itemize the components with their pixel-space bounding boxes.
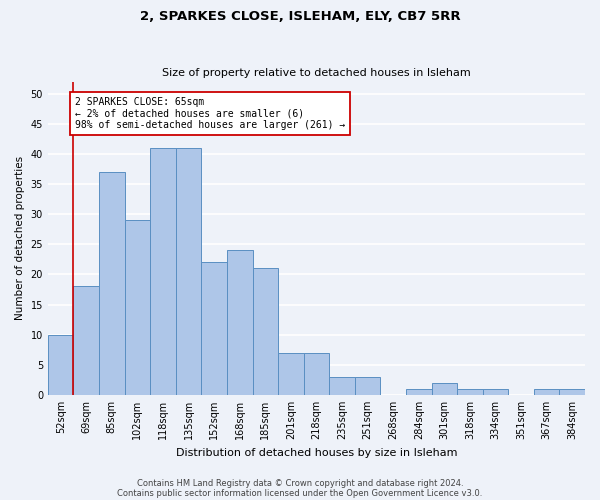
Text: Contains HM Land Registry data © Crown copyright and database right 2024.: Contains HM Land Registry data © Crown c… bbox=[137, 478, 463, 488]
Bar bbox=[406, 389, 431, 395]
Bar bbox=[227, 250, 253, 395]
Bar bbox=[559, 389, 585, 395]
Bar bbox=[176, 148, 202, 395]
Bar bbox=[482, 389, 508, 395]
Text: 2, SPARKES CLOSE, ISLEHAM, ELY, CB7 5RR: 2, SPARKES CLOSE, ISLEHAM, ELY, CB7 5RR bbox=[140, 10, 460, 23]
Bar bbox=[99, 172, 125, 395]
Title: Size of property relative to detached houses in Isleham: Size of property relative to detached ho… bbox=[162, 68, 471, 78]
Bar bbox=[534, 389, 559, 395]
Y-axis label: Number of detached properties: Number of detached properties bbox=[15, 156, 25, 320]
Text: 2 SPARKES CLOSE: 65sqm
← 2% of detached houses are smaller (6)
98% of semi-detac: 2 SPARKES CLOSE: 65sqm ← 2% of detached … bbox=[75, 96, 345, 130]
Bar bbox=[329, 377, 355, 395]
Bar bbox=[278, 352, 304, 395]
Bar bbox=[125, 220, 150, 395]
Bar bbox=[150, 148, 176, 395]
Bar bbox=[304, 352, 329, 395]
Bar bbox=[355, 377, 380, 395]
Bar bbox=[431, 383, 457, 395]
Bar bbox=[48, 334, 73, 395]
Bar bbox=[457, 389, 482, 395]
Text: Contains public sector information licensed under the Open Government Licence v3: Contains public sector information licen… bbox=[118, 488, 482, 498]
X-axis label: Distribution of detached houses by size in Isleham: Distribution of detached houses by size … bbox=[176, 448, 457, 458]
Bar bbox=[73, 286, 99, 395]
Bar bbox=[253, 268, 278, 395]
Bar bbox=[202, 262, 227, 395]
